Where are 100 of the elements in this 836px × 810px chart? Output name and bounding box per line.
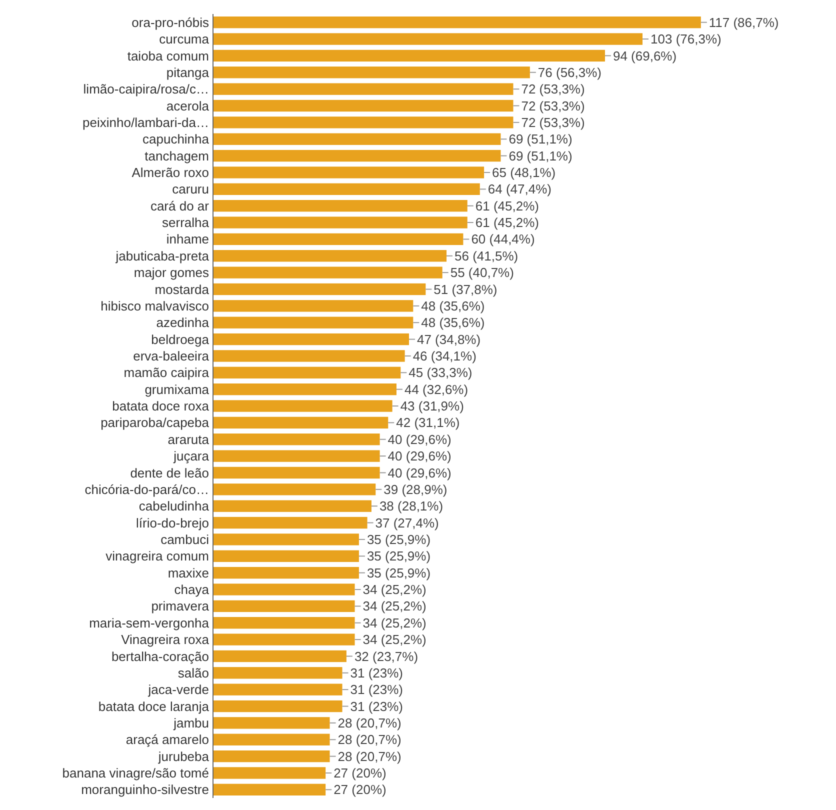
bar [213,534,359,546]
data-label: 34 (25,2%) [362,582,426,598]
y-tick-label: batata doce roxa [112,398,210,414]
data-label: 31 (23%) [350,682,404,698]
y-tick-label: caruru [172,182,209,197]
data-label: 31 (23%) [350,698,404,714]
data-label: 117 (86,7%) [708,14,779,30]
bar [213,466,380,479]
data-label: 72 (53,3%) [521,114,585,130]
y-tick-label: inhame [166,232,209,247]
y-tick-label: banana vinagre/são tomé [62,766,209,781]
bar [213,484,376,496]
y-tick-label: jabuticaba-preta [114,248,210,264]
bar [213,150,501,162]
data-label: 60 (44,4%) [471,232,535,247]
bar [213,667,342,679]
y-tick-label: cambuci [160,532,210,547]
y-tick-label: cabeludinha [138,498,210,514]
y-tick-label: araçá amarelo [126,732,209,748]
bar [213,400,392,412]
bar [213,516,368,529]
data-label: 69 (51,1%) [508,148,572,164]
y-tick-label: pariparoba/capeba [100,415,210,430]
data-label: 34 (25,2%) [362,598,426,614]
bar [213,383,396,396]
y-tick-label: moranguinho-silvestre [81,782,209,798]
y-tick-label: peixinho/lambari-da… [82,114,209,130]
data-label: 61 (45,2%) [475,198,539,214]
bar [213,116,514,128]
y-tick-label: araruta [168,432,210,447]
data-label: 35 (25,9%) [366,565,431,580]
bar [213,750,330,762]
bar [213,734,330,746]
bar [213,66,530,78]
data-label: 94 (69,6%) [612,48,677,64]
y-tick-label: serralha [162,215,210,230]
bar [213,300,414,312]
y-tick-label: grumixama [144,382,210,397]
y-tick-label: cará do ar [150,198,210,214]
bar [213,566,359,579]
bar [213,283,426,296]
bar [213,584,355,596]
data-label: 65 (48,1%) [492,165,556,180]
bar [213,316,414,328]
y-tick-label: vinagreira comum [106,548,209,564]
bar [213,233,464,246]
bar [213,450,380,462]
bar [213,216,468,228]
y-tick-label: limão-caipira/rosa/c… [83,82,209,97]
bar [213,16,701,28]
y-tick-label: curcuma [159,32,210,47]
y-tick-label: maria-sem-vergonha [89,615,210,630]
y-tick-label: chicória-do-pará/co… [84,482,209,497]
y-tick-label: major gomes [134,265,210,280]
data-label: 103 (76,3%) [650,32,722,47]
y-tick-label: maxixe [168,565,209,580]
y-tick-label: azedinha [156,315,210,330]
bar [213,634,355,646]
y-tick-label: capuchinha [142,132,210,147]
data-label: 51 (37,8%) [434,282,498,297]
data-label: 28 (20,7%) [338,732,402,748]
y-tick-label: salão [178,665,209,680]
bar [213,266,442,278]
data-label: 38 (28,1%) [379,498,444,514]
bar [213,100,514,112]
bar [213,50,605,62]
data-label: 39 (28,9%) [384,482,448,497]
data-label: 69 (51,1%) [508,132,572,147]
bar [213,550,359,562]
y-tick-label: mamão caipira [124,365,210,380]
data-label: 61 (45,2%) [475,215,539,230]
bar [213,250,447,262]
bar [213,784,326,796]
y-tick-label: pitanga [166,64,210,80]
data-label: 27 (20%) [334,766,386,781]
data-label: 48 (35,6%) [421,315,485,330]
bar [213,600,355,612]
y-tick-label: beldroega [151,332,210,347]
y-tick-label: jaca-verde [147,682,209,698]
bar [213,366,401,378]
data-label: 31 (23%) [350,665,404,680]
data-label: 27 (20%) [334,782,386,798]
data-label: 42 (31,1%) [396,415,460,430]
y-tick-label: jurubeba [157,748,210,764]
bar [213,650,346,662]
y-tick-label: lírio-do-brejo [136,515,209,530]
y-tick-label: batata doce laranja [98,698,210,714]
data-label: 35 (25,9%) [366,532,431,547]
data-label: 64 (47,4%) [488,182,552,197]
bar [213,684,342,696]
y-tick-label: mostarda [154,282,210,297]
data-label: 37 (27,4%) [375,515,439,530]
data-label: 40 (29,6%) [388,465,452,480]
y-tick-label: chaya [174,582,210,598]
data-label: 44 (32,6%) [404,382,468,397]
bar [213,200,468,212]
bar [213,500,372,512]
bar [213,166,484,178]
y-tick-label: erva-baleeira [133,348,210,364]
bar [213,133,501,145]
